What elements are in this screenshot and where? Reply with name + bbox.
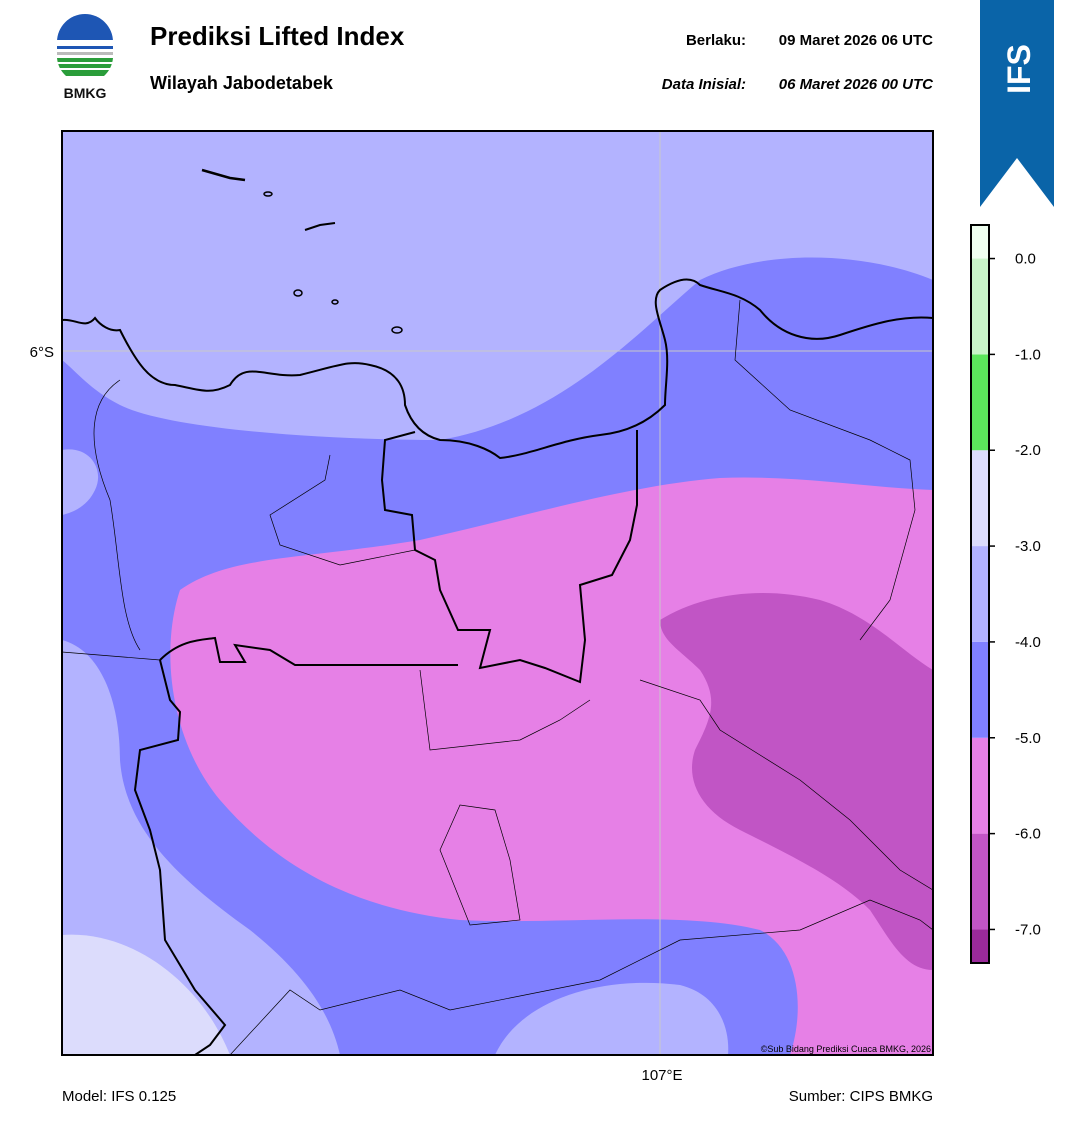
title: Prediksi Lifted Index — [150, 21, 405, 51]
source-label: Sumber: CIPS BMKG — [789, 1088, 933, 1105]
colorbar-segment — [971, 546, 989, 642]
colorbar: 0.0 -1.0 -2.0 -3.0 -4.0 -5.0 -6.0 -7.0 — [970, 224, 1041, 964]
init-label: Data Inisial: — [662, 76, 746, 93]
valid-time: 09 Maret 2026 06 UTC — [779, 32, 933, 49]
colorbar-tick-label: -5.0 — [1015, 730, 1041, 747]
valid-label: Berlaku: — [686, 32, 746, 49]
colorbar-segment — [971, 641, 989, 738]
colorbar-tick-label: 0.0 — [1015, 251, 1036, 268]
colorbar-segment — [971, 929, 989, 963]
colorbar-tick-label: -1.0 — [1015, 346, 1041, 363]
subtitle: Wilayah Jabodetabek — [150, 73, 334, 93]
map-credit: ©Sub Bidang Prediksi Cuaca BMKG, 2026 — [761, 1044, 931, 1054]
logo-text: BMKG — [64, 85, 107, 101]
model-tab: IFS — [980, 0, 1054, 207]
colorbar-frame — [970, 224, 990, 964]
colorbar-tick-label: -4.0 — [1015, 634, 1041, 651]
colorbar-tick-label: -3.0 — [1015, 538, 1041, 555]
colorbar-segment — [971, 833, 989, 930]
colorbar-tick-label: -7.0 — [1015, 921, 1041, 938]
map-frame — [61, 130, 934, 1056]
init-time: 06 Maret 2026 00 UTC — [779, 76, 934, 93]
colorbar-segment — [971, 225, 989, 259]
model-label: Model: IFS 0.125 — [62, 1088, 176, 1105]
map: ©Sub Bidang Prediksi Cuaca BMKG, 2026 — [62, 131, 933, 1055]
logo: BMKG — [57, 14, 113, 101]
colorbar-segment — [971, 737, 989, 834]
lon-label: 107°E — [641, 1067, 682, 1084]
colorbar-segment — [971, 258, 989, 355]
tab-text: IFS — [1001, 44, 1037, 94]
colorbar-segment — [971, 354, 989, 451]
lat-label: 6°S — [30, 344, 54, 361]
colorbar-segment — [971, 450, 989, 547]
colorbar-tick-label: -6.0 — [1015, 826, 1041, 843]
colorbar-tick-label: -2.0 — [1015, 442, 1041, 459]
